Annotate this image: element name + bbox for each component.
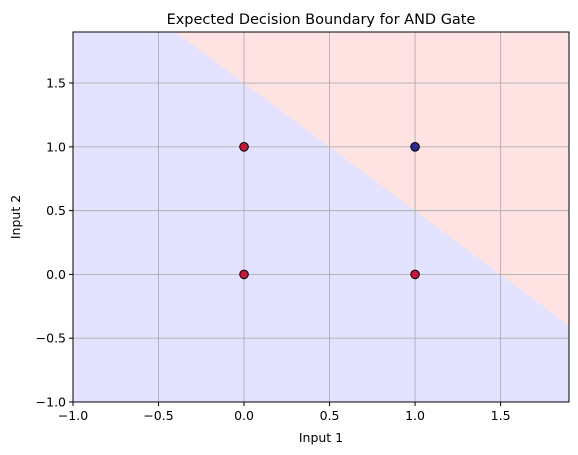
x-tick-label: −0.5 <box>143 408 173 423</box>
data-point <box>410 142 420 152</box>
y-tick-label: −0.5 <box>36 331 66 346</box>
axes-frame <box>72 31 570 403</box>
x-axis-label: Input 1 <box>299 430 343 445</box>
y-tick-label: 1.5 <box>46 76 66 91</box>
y-tick-label: −1.0 <box>36 395 66 410</box>
data-point <box>410 269 420 280</box>
x-tick-label: 1.5 <box>491 408 511 423</box>
x-tick-label: 1.0 <box>405 408 425 423</box>
y-tick-label: 1.0 <box>46 139 66 154</box>
x-tick-label: 0.5 <box>320 408 340 423</box>
x-tick-label: −1.0 <box>58 408 88 423</box>
data-point <box>239 269 249 280</box>
data-point <box>239 142 249 152</box>
y-tick-label: 0.0 <box>46 267 66 282</box>
region-above-boundary <box>175 32 569 326</box>
x-tick-label: 0.0 <box>234 408 254 423</box>
y-tick-label: 0.5 <box>46 203 66 218</box>
y-axis-label: Input 2 <box>8 195 23 239</box>
plot-area: −1.0 −0.5 0.0 0.5 1.0 1.5 −1.0 −0.5 0.0 0.5 1.0 1.5 <box>36 31 570 423</box>
chart-title: Expected Decision Boundary for AND Gate <box>167 12 476 28</box>
